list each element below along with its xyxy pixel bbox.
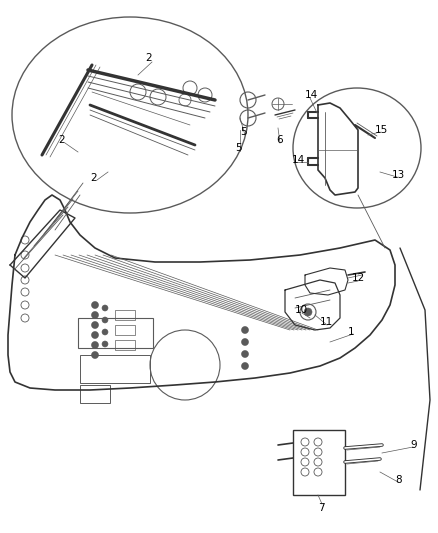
Circle shape bbox=[91, 302, 98, 309]
Text: 5: 5 bbox=[234, 143, 241, 153]
Circle shape bbox=[241, 338, 248, 345]
Text: 6: 6 bbox=[276, 135, 282, 145]
Circle shape bbox=[102, 341, 108, 347]
Text: 2: 2 bbox=[90, 173, 96, 183]
Circle shape bbox=[241, 351, 248, 358]
Circle shape bbox=[102, 305, 108, 311]
Text: 9: 9 bbox=[409, 440, 416, 450]
Circle shape bbox=[91, 311, 98, 319]
Bar bbox=[115, 340, 135, 350]
Bar bbox=[292, 430, 344, 495]
Circle shape bbox=[241, 362, 248, 369]
Text: 14: 14 bbox=[304, 90, 318, 100]
Circle shape bbox=[102, 317, 108, 323]
Text: 8: 8 bbox=[394, 475, 401, 485]
Text: 10: 10 bbox=[294, 305, 307, 315]
Text: 7: 7 bbox=[317, 503, 324, 513]
Text: 15: 15 bbox=[374, 125, 387, 135]
Bar bbox=[115, 310, 135, 320]
Text: 1: 1 bbox=[347, 327, 354, 337]
Circle shape bbox=[91, 321, 98, 328]
Text: 2: 2 bbox=[58, 135, 64, 145]
Bar bbox=[78, 318, 153, 348]
Text: 12: 12 bbox=[351, 273, 364, 283]
Circle shape bbox=[303, 308, 311, 316]
Bar bbox=[80, 385, 110, 403]
Circle shape bbox=[241, 327, 248, 334]
Text: 5: 5 bbox=[240, 127, 246, 137]
Text: 2: 2 bbox=[145, 53, 151, 63]
Circle shape bbox=[102, 329, 108, 335]
Text: 11: 11 bbox=[319, 317, 332, 327]
Bar bbox=[80, 355, 150, 383]
Text: 14: 14 bbox=[291, 155, 304, 165]
Bar bbox=[115, 325, 135, 335]
Text: 13: 13 bbox=[391, 170, 404, 180]
Circle shape bbox=[91, 342, 98, 349]
Circle shape bbox=[91, 332, 98, 338]
Circle shape bbox=[91, 351, 98, 359]
